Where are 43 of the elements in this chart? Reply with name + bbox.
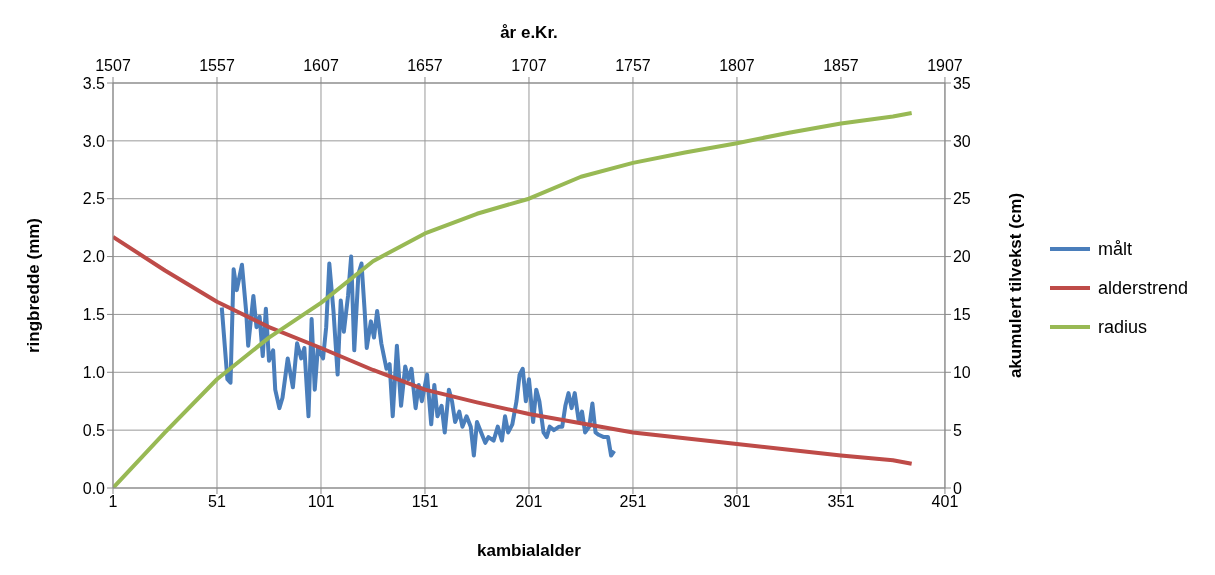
x-tick-label: 51 [208,493,226,511]
y2-tick-label: 15 [952,306,971,324]
x2-tick-label: 1707 [511,57,547,74]
y-tick-label: 1.0 [82,363,106,381]
x-tick-label: 1 [108,493,118,511]
y-tick-label: 0.0 [82,479,106,497]
x2-tick-label: 1557 [199,57,235,74]
y-axis-title: ringbredde (mm) [24,217,44,354]
x2-tick-label: 1907 [927,57,963,74]
line-series [219,254,617,458]
x2-tick-label: 1807 [719,57,755,74]
y2-tick-label: 30 [952,132,971,150]
x2-tick-label: 1857 [823,57,859,74]
legend-label: radius [1097,316,1147,338]
y-tick-label: 0.5 [82,421,106,439]
line-series [113,234,914,466]
x2-axis-title: år e.Kr. [500,23,558,42]
x-tick-label: 351 [827,493,855,511]
y-tick-label: 2.5 [82,190,106,208]
x-tick-label: 101 [307,493,335,511]
x2-tick-label: 1607 [303,57,339,74]
legend-label: alderstrend [1097,277,1188,299]
x-axis-title: kambialalder [476,541,582,560]
x-tick-label: 301 [723,493,751,511]
x-tick-label: 201 [515,493,543,511]
x2-tick-label: 1507 [95,57,131,74]
y2-tick-label: 20 [952,248,971,266]
x2-tick-label: 1657 [407,57,443,74]
line-series [113,111,914,488]
y-tick-label: 3.5 [82,74,106,92]
y2-tick-label: 10 [952,363,971,381]
x-tick-label: 151 [411,493,439,511]
y-tick-label: 1.5 [82,306,106,324]
x2-tick-label: 1757 [615,57,651,74]
y2-tick-label: 5 [952,421,962,439]
y2-tick-label: 35 [952,74,971,92]
x-tick-label: 251 [619,493,647,511]
y-tick-label: 3.0 [82,132,106,150]
y2-axis-title: akumulert tilvekst (cm) [1005,192,1025,379]
x-tick-label: 401 [931,493,959,511]
legend-label: målt [1097,238,1132,260]
y-tick-label: 2.0 [82,248,106,266]
y2-tick-label: 25 [952,190,971,208]
